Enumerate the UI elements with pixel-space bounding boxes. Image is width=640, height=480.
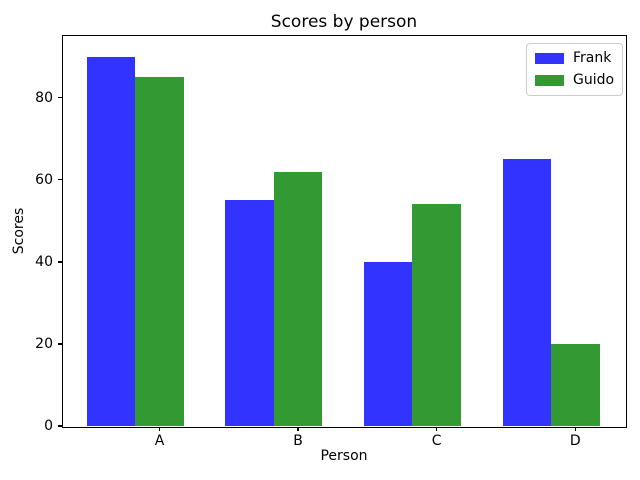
y-tick-mark-20 <box>57 343 62 345</box>
chart-title: Scores by person <box>270 12 418 32</box>
x-tick-mark-c <box>435 427 438 431</box>
y-tick-mark-0 <box>57 425 62 427</box>
y-tick-mark-40 <box>57 261 62 263</box>
x-tick-label-a: A <box>154 433 165 449</box>
bar-frank-a <box>86 56 136 426</box>
bar-frank-c <box>363 261 413 426</box>
y-tick-label-0: 0 <box>44 418 53 434</box>
legend-label-frank: Frank <box>573 50 612 66</box>
legend-label-guido: Guido <box>573 72 615 88</box>
plot-area <box>63 36 625 426</box>
x-tick-label-b: B <box>293 433 303 449</box>
x-axis-label: Person <box>320 448 368 464</box>
y-tick-label-20: 20 <box>35 335 53 352</box>
y-tick-mark-60 <box>57 178 62 181</box>
y-tick-mark-80 <box>57 96 62 99</box>
bar-guido-b <box>273 171 323 426</box>
x-tick-mark-a <box>158 427 161 431</box>
legend-item-frank: Frank <box>535 50 614 67</box>
x-tick-mark-d <box>574 427 577 431</box>
bar-guido-d <box>551 343 600 426</box>
axes-frame <box>61 34 627 428</box>
bar-guido-c <box>412 204 461 426</box>
x-tick-label-c: C <box>431 433 442 449</box>
bar-frank-b <box>225 200 274 426</box>
legend-item-guido: Guido <box>535 72 614 89</box>
bar-guido-a <box>135 77 184 426</box>
bar-frank-d <box>502 159 551 426</box>
legend-swatch-guido <box>535 75 564 86</box>
x-tick-mark-b <box>297 427 299 431</box>
legend: Frank Guido <box>526 43 624 96</box>
y-tick-label-40: 40 <box>35 253 53 270</box>
y-tick-label-80: 80 <box>35 89 53 106</box>
y-tick-label-60: 60 <box>35 171 53 188</box>
x-tick-label-d: D <box>569 433 581 449</box>
legend-swatch-frank <box>535 53 564 64</box>
